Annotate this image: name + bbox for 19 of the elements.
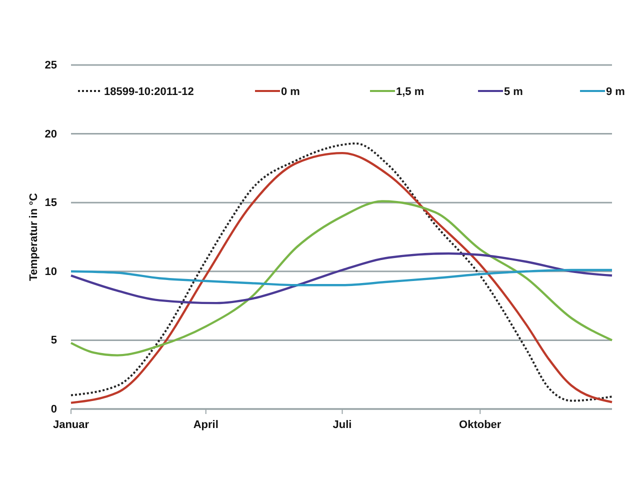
y-tick-label: 5 (50, 334, 57, 347)
legend-label: 1,5 m (396, 86, 424, 98)
y-tick-label: 25 (44, 60, 57, 72)
x-tick-label: Oktober (459, 418, 502, 431)
legend-label: 0 m (281, 86, 300, 98)
y-axis-title: Temperatur in °C (28, 192, 40, 281)
y-tick-label: 20 (44, 128, 57, 140)
line-series (70, 200, 614, 356)
y-tick-label: 0 (50, 404, 57, 416)
legend-label: 9 m (606, 86, 626, 98)
y-tick-label: 15 (44, 197, 57, 210)
y-tick-label: 10 (44, 266, 57, 278)
line-series (70, 268, 614, 286)
legend-label: 5 m (504, 86, 524, 98)
x-tick-label: Juli (332, 418, 352, 431)
line-series (70, 252, 614, 304)
legend-label: 18599-10:2011-12 (104, 86, 194, 98)
x-tick-label: April (193, 418, 218, 431)
x-tick-label: Januar (52, 418, 90, 431)
